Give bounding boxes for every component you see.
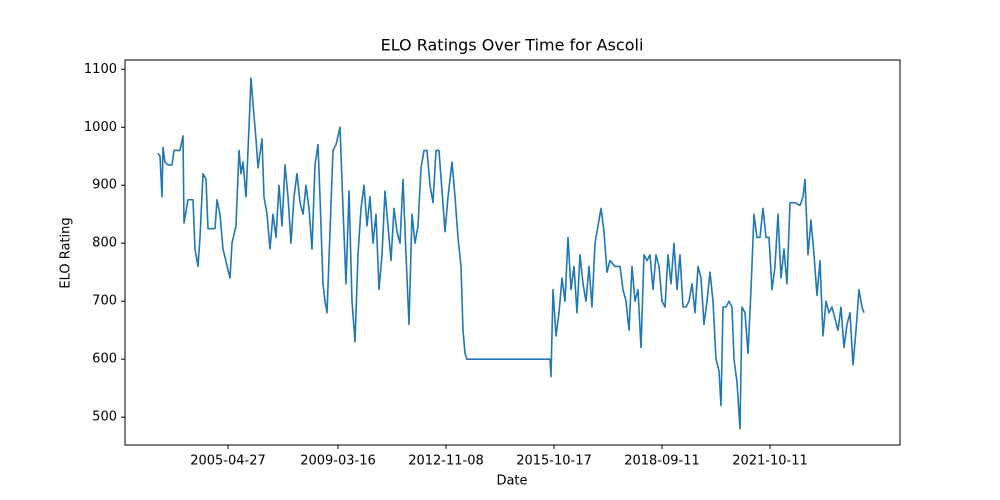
x-tick-label: 2012-11-08 [408,454,484,469]
y-tick-label: 1100 [84,62,117,77]
y-tick-label: 700 [92,294,117,309]
y-tick-label: 500 [92,410,117,425]
x-tick-label: 2021-10-11 [732,454,808,469]
x-axis-label: Date [496,474,527,489]
chart-title: ELO Ratings Over Time for Ascoli [381,36,644,55]
x-tick-label: 2015-10-17 [516,454,592,469]
x-tick-label: 2009-03-16 [300,454,376,469]
plot-frame [124,59,901,446]
y-axis-label: ELO Rating [59,217,74,288]
x-tick-label: 2018-09-11 [624,454,700,469]
data-line [157,77,865,430]
y-tick-label: 1000 [84,120,117,135]
x-tick-label: 2005-04-27 [190,454,266,469]
y-tick-label: 600 [92,352,117,367]
y-tick-label: 900 [92,178,117,193]
y-tick-label: 800 [92,236,117,251]
